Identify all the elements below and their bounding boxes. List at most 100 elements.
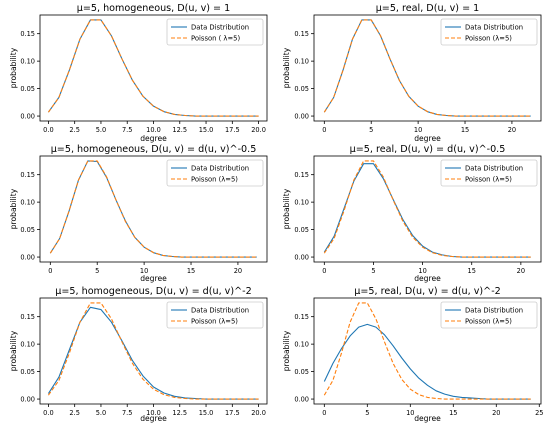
panel-3-legend-label: Poisson (λ=5) — [191, 176, 238, 184]
panel-4-title: μ=5, real, D(u, v) = d(u, v)^-0.5 — [350, 144, 506, 155]
panel-2-legend — [440, 18, 538, 46]
panel-5-poisson-line — [47, 302, 259, 400]
panel-5-ylabel: probability — [9, 330, 18, 371]
panel-2-x-tick-label: 0 — [322, 126, 326, 134]
panel-4-y-tick-label: 0.05 — [294, 226, 309, 234]
panel-1-y-tick-label: 0.15 — [20, 30, 35, 38]
panel-5-y-tick-label: 0.10 — [20, 341, 35, 349]
panel-6-title: μ=5, real, D(u, v) = d(u, v)^-2 — [354, 286, 501, 297]
panel-2-ylabel: probability — [282, 47, 291, 88]
panel-5-xlabel: degree — [140, 414, 167, 423]
panel-2-xlabel: degree — [414, 134, 441, 143]
panel-2-poisson-line — [323, 19, 531, 117]
panel-1-x-tick-label: 17.5 — [225, 126, 240, 134]
panel-4: μ=5, real, D(u, v) = d(u, v)^-0.5 probab… — [282, 144, 542, 283]
panel-2-x-tick-label: 10 — [414, 126, 422, 134]
panel-5-y-tick-label: 0.05 — [20, 368, 35, 376]
panel-4-series-group — [323, 160, 531, 258]
panel-3-y-tick-label: 0.15 — [20, 171, 35, 179]
panel-6-x-tick-label: 5 — [365, 409, 369, 417]
panel-4-ylabel: probability — [282, 188, 291, 229]
panel-2-x-tick-label: 5 — [369, 126, 373, 134]
panel-1-x-tick-label: 7.5 — [122, 126, 133, 134]
panel-3-legend — [166, 159, 264, 187]
panel-2-title: μ=5, real, D(u, v) = 1 — [376, 3, 480, 14]
panel-1-legend-label: Poisson ( λ=5) — [191, 35, 240, 43]
panel-1-x-tick-label: 10.0 — [146, 126, 161, 134]
panel-5-x-tick-label: 17.5 — [225, 409, 240, 417]
panel-6-x-tick-label: 20 — [492, 409, 500, 417]
panel-5-x-tick-label: 2.5 — [69, 409, 80, 417]
panel-2-y-tick-label: 0.15 — [294, 30, 309, 38]
panel-6-x-tick-label: 15 — [449, 409, 457, 417]
panel-1-title: μ=5, homogeneous, D(u, v) = 1 — [77, 3, 231, 14]
panel-6-x-tick-label: 25 — [535, 409, 543, 417]
panel-2-legend-label: Data Distribution — [465, 24, 523, 32]
panel-2: μ=5, real, D(u, v) = 1 probability degre… — [282, 3, 542, 143]
panel-6-legend — [440, 301, 538, 329]
panel-6-series-group — [323, 302, 531, 400]
panel-5-title: μ=5, homogeneous, D(u, v) = d(u, v)^-2 — [55, 286, 251, 297]
panel-5-x-tick-label: 10.0 — [146, 409, 161, 417]
panel-1-x-tick-label: 5.0 — [96, 126, 107, 134]
panel-1-x-tick-label: 2.5 — [69, 126, 80, 134]
panel-3-axes-frame — [39, 155, 268, 263]
panel-1-series-group — [47, 19, 259, 117]
panel-3-ylabel: probability — [9, 188, 18, 229]
panel-3-x-tick-label: 10 — [140, 267, 148, 275]
panel-5-x-tick-label: 0.0 — [43, 409, 54, 417]
panel-2-y-tick-label: 0.00 — [294, 112, 309, 120]
panel-6-poisson-line — [323, 302, 531, 400]
panel-6-y-tick-label: 0.05 — [294, 368, 309, 376]
panel-4-x-tick-label: 20 — [517, 267, 525, 275]
panel-3-series-group — [49, 160, 257, 258]
panel-5-x-tick-label: 12.5 — [172, 409, 187, 417]
panel-2-y-tick-label: 0.05 — [294, 85, 309, 93]
panel-4-y-tick-label: 0.00 — [294, 253, 309, 261]
panel-4-legend-label: Data Distribution — [465, 165, 523, 173]
panel-1-legend — [166, 18, 264, 46]
panel-3-xlabel: degree — [140, 274, 167, 283]
panel-1-x-tick-label: 20.0 — [251, 126, 266, 134]
panel-4-x-tick-label: 5 — [371, 267, 375, 275]
panel-4-xlabel: degree — [414, 274, 441, 283]
panel-6-x-tick-label: 10 — [406, 409, 414, 417]
panel-5-data-distribution-line — [47, 306, 259, 400]
panel-5: μ=5, homogeneous, D(u, v) = d(u, v)^-2 p… — [9, 286, 268, 423]
panel-4-legend — [440, 159, 538, 187]
panel-1-y-tick-label: 0.05 — [20, 85, 35, 93]
panel-2-x-tick-label: 15 — [461, 126, 469, 134]
panel-3-title: μ=5, homogeneous, D(u, v) = d(u, v)^-0.5 — [51, 144, 257, 155]
panel-6-axes-frame — [313, 297, 542, 405]
panel-2-legend-label: Poisson (λ=5) — [465, 35, 512, 43]
panel-5-legend-label: Data Distribution — [191, 307, 249, 315]
panel-3-y-tick-label: 0.10 — [20, 199, 35, 207]
panel-6-legend-label: Data Distribution — [465, 307, 523, 315]
panel-1-poisson-line — [47, 19, 259, 117]
panel-1: μ=5, homogeneous, D(u, v) = 1 probabilit… — [9, 3, 268, 143]
panel-6-y-tick-label: 0.00 — [294, 395, 309, 403]
panel-1-x-tick-label: 0.0 — [43, 126, 54, 134]
panel-5-legend-label: Poisson (λ=5) — [191, 318, 238, 326]
panel-6-ylabel: probability — [282, 330, 291, 371]
panel-2-x-tick-label: 20 — [508, 126, 516, 134]
panel-5-series-group — [47, 302, 259, 400]
panel-1-y-tick-label: 0.10 — [20, 58, 35, 66]
panel-1-y-tick-label: 0.00 — [20, 112, 35, 120]
panel-4-legend-label: Poisson (λ=5) — [465, 176, 512, 184]
panel-6-xlabel: degree — [414, 414, 441, 423]
panel-3-y-tick-label: 0.05 — [20, 226, 35, 234]
panel-3-x-tick-label: 5 — [95, 267, 99, 275]
panel-5-y-tick-label: 0.15 — [20, 313, 35, 321]
panel-6-x-tick-label: 0 — [322, 409, 326, 417]
panel-1-legend-label: Data Distribution — [191, 24, 249, 32]
panel-3-legend-label: Data Distribution — [191, 165, 249, 173]
panel-5-x-tick-label: 7.5 — [122, 409, 133, 417]
panel-6-legend-label: Poisson (λ=5) — [465, 318, 512, 326]
panel-3-x-tick-label: 20 — [234, 267, 242, 275]
panel-3-x-tick-label: 0 — [48, 267, 52, 275]
panel-4-y-tick-label: 0.15 — [294, 171, 309, 179]
panel-4-axes-frame — [313, 155, 542, 263]
